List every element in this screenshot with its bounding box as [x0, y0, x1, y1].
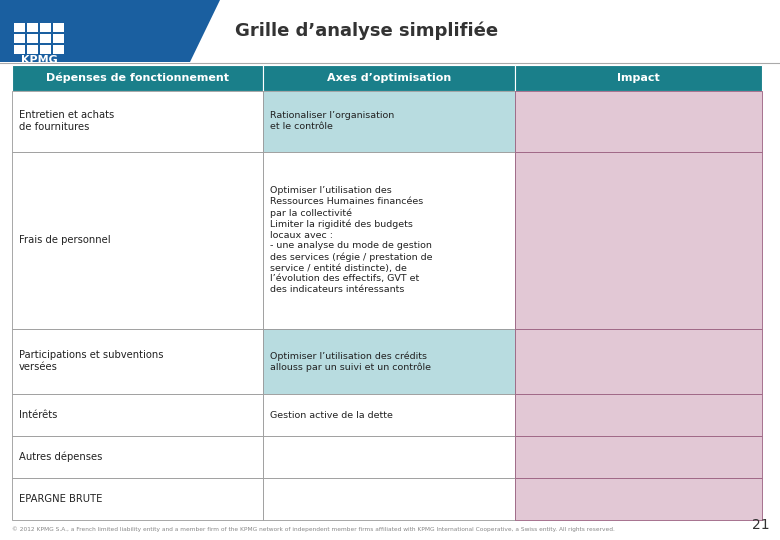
- Bar: [263, 65, 515, 91]
- Bar: [263, 394, 515, 436]
- Bar: [14, 23, 25, 32]
- Text: Dépenses de fonctionnement: Dépenses de fonctionnement: [46, 73, 229, 83]
- Text: © 2012 KPMG S.A., a French limited liability entity and a member firm of the KPM: © 2012 KPMG S.A., a French limited liabi…: [12, 526, 615, 532]
- Bar: [12, 65, 263, 91]
- Bar: [12, 478, 263, 520]
- Text: Axes d’optimisation: Axes d’optimisation: [327, 73, 451, 83]
- Bar: [53, 45, 64, 54]
- Text: Rationaliser l’organisation
et le contrôle: Rationaliser l’organisation et le contrô…: [270, 111, 394, 131]
- Bar: [12, 91, 263, 152]
- Text: Grille d’analyse simplifiée: Grille d’analyse simplifiée: [235, 22, 498, 40]
- Bar: [12, 394, 263, 436]
- Text: EPARGNE BRUTE: EPARGNE BRUTE: [19, 494, 102, 504]
- Bar: [263, 478, 515, 520]
- Bar: [12, 329, 263, 394]
- Bar: [515, 436, 762, 478]
- Text: Optimiser l’utilisation des crédits
allouss par un suivi et un contrôle: Optimiser l’utilisation des crédits allo…: [270, 351, 431, 372]
- Bar: [14, 34, 25, 43]
- Text: Autres dépenses: Autres dépenses: [19, 452, 102, 462]
- Bar: [515, 91, 762, 152]
- Bar: [53, 34, 64, 43]
- Bar: [12, 436, 263, 478]
- Bar: [515, 478, 762, 520]
- Bar: [263, 436, 515, 478]
- Text: Gestion active de la dette: Gestion active de la dette: [270, 410, 393, 420]
- Bar: [12, 152, 263, 329]
- Text: Frais de personnel: Frais de personnel: [19, 235, 111, 245]
- Bar: [27, 45, 38, 54]
- Text: Impact: Impact: [617, 73, 660, 83]
- Bar: [515, 152, 762, 329]
- Text: 21: 21: [753, 518, 770, 532]
- Polygon shape: [0, 0, 220, 62]
- Text: Entretien et achats
de fournitures: Entretien et achats de fournitures: [19, 110, 114, 132]
- Bar: [515, 329, 762, 394]
- Bar: [263, 91, 515, 152]
- Text: Participations et subventions
versées: Participations et subventions versées: [19, 350, 164, 373]
- Bar: [27, 34, 38, 43]
- Bar: [40, 34, 51, 43]
- Bar: [515, 65, 762, 91]
- Bar: [53, 23, 64, 32]
- Text: Intérêts: Intérêts: [19, 410, 58, 420]
- Bar: [27, 23, 38, 32]
- Bar: [40, 23, 51, 32]
- Bar: [14, 45, 25, 54]
- Text: KPMG: KPMG: [20, 55, 58, 65]
- Bar: [263, 329, 515, 394]
- Bar: [40, 45, 51, 54]
- Text: Optimiser l’utilisation des
Ressources Humaines financées
par la collectivité
Li: Optimiser l’utilisation des Ressources H…: [270, 186, 432, 294]
- Bar: [263, 152, 515, 329]
- Bar: [515, 394, 762, 436]
